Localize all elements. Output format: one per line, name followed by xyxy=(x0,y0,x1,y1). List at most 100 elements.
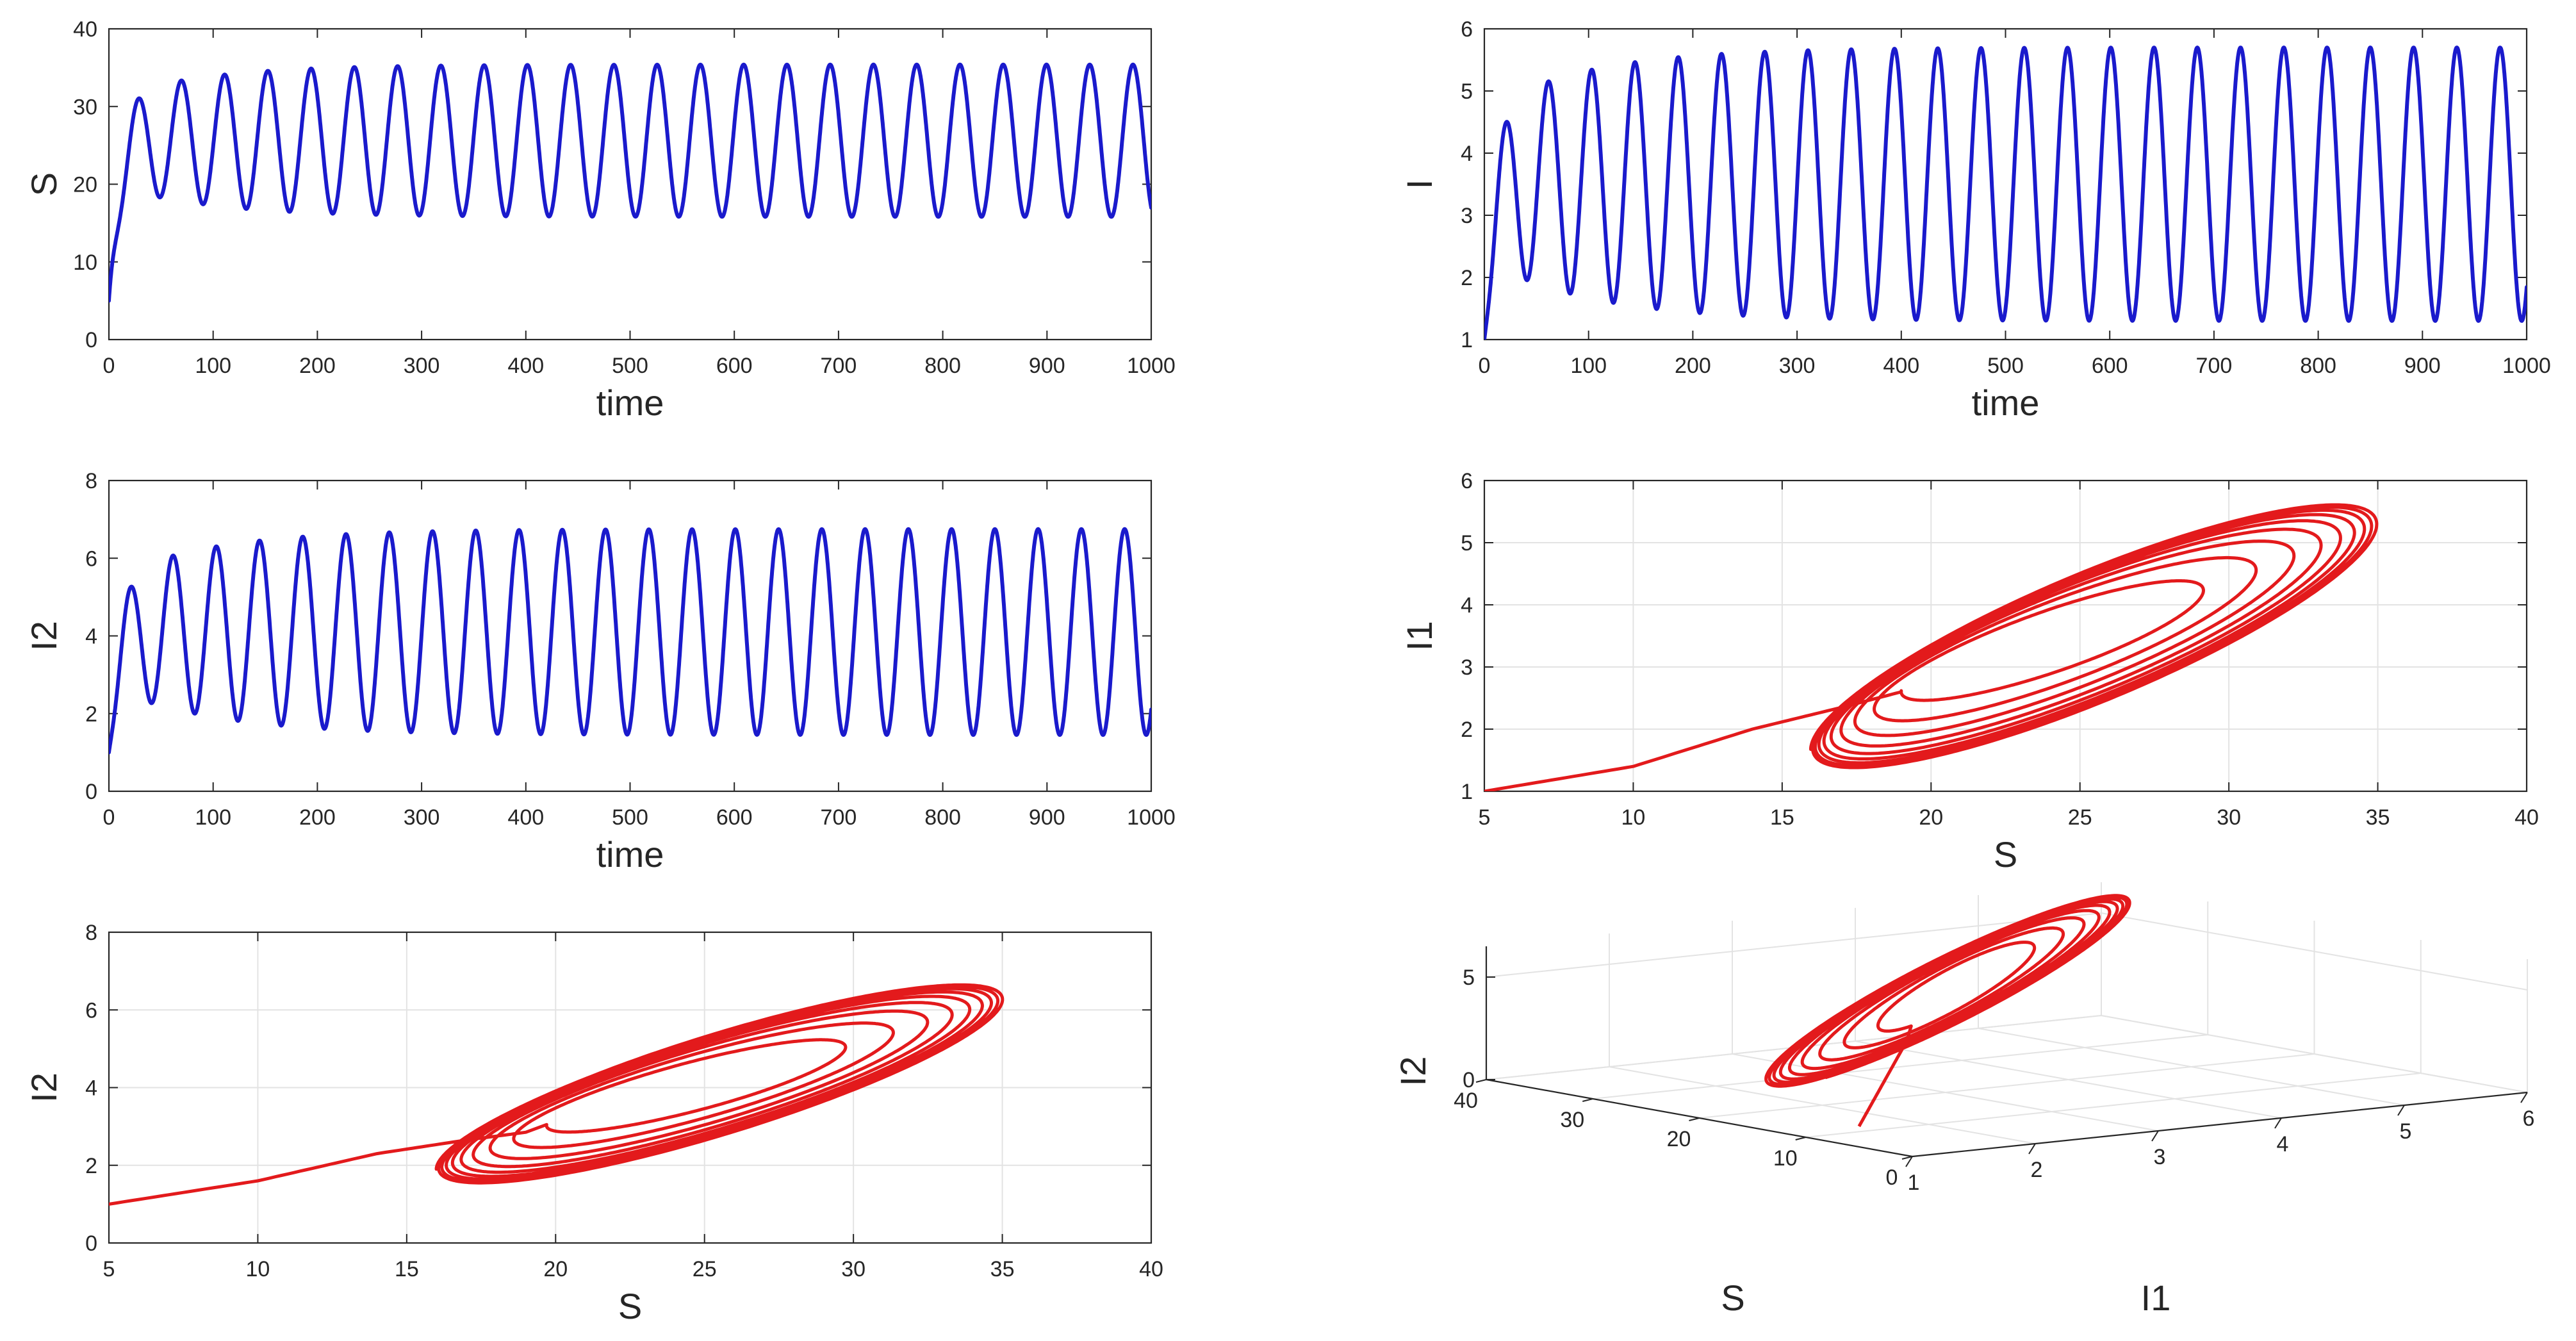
y-axis-label: S xyxy=(24,172,64,196)
s-axis-label: S xyxy=(1721,1278,1744,1318)
series-group xyxy=(109,62,1151,303)
s-tick-mark xyxy=(1582,1098,1593,1102)
backwall-grid-z xyxy=(1486,912,2102,978)
x-tick-label: 600 xyxy=(716,354,753,378)
y-tick-label: 1 xyxy=(1461,328,1473,352)
plot-area xyxy=(109,481,1151,791)
x-tick-label: 700 xyxy=(2196,354,2233,378)
i1-tick-label: 4 xyxy=(2277,1132,2289,1156)
x-tick-label: 700 xyxy=(821,354,857,378)
s-tick-label: 40 xyxy=(1454,1089,1478,1113)
x-tick-label: 0 xyxy=(103,354,115,378)
x-axis-label: time xyxy=(596,383,664,423)
y-tick-label: 0 xyxy=(85,328,97,352)
x-axis-label: S xyxy=(618,1286,642,1326)
x-tick-label: 20 xyxy=(1919,805,1943,830)
y-tick-label: 2 xyxy=(85,1154,97,1178)
x-axis-label: S xyxy=(1994,834,2017,875)
y-tick-label: 3 xyxy=(1461,204,1473,228)
x-tick-label: 35 xyxy=(2366,805,2390,830)
i1-tick-label: 1 xyxy=(1908,1171,1920,1195)
y-tick-label: 1 xyxy=(1461,780,1473,804)
y-tick-label: 4 xyxy=(1461,593,1473,618)
series-line xyxy=(109,62,1151,303)
i1-axis-line xyxy=(1912,1091,2528,1158)
x-tick-label: 300 xyxy=(404,354,440,378)
floor-grid-s xyxy=(1699,1053,2315,1119)
x-tick-label: 500 xyxy=(1987,354,2024,378)
i1-tick-mark xyxy=(2274,1117,2282,1129)
s-tick-label: 20 xyxy=(1667,1127,1691,1151)
y-axis-label: I2 xyxy=(24,621,64,651)
phase-trajectory-3d xyxy=(1764,894,2131,1128)
y-tick-label: 40 xyxy=(73,17,97,42)
y-tick-label: 5 xyxy=(1461,531,1473,555)
x-tick-label: 10 xyxy=(246,1257,270,1281)
s-tick-mark xyxy=(1901,1156,1913,1160)
series-line xyxy=(109,527,1151,755)
x-tick-label: 25 xyxy=(2068,805,2092,830)
x-tick-label: 400 xyxy=(1883,354,1919,378)
x-tick-label: 200 xyxy=(1675,354,1711,378)
x-tick-label: 0 xyxy=(103,805,115,830)
x-tick-label: 500 xyxy=(612,354,648,378)
x-tick-label: 35 xyxy=(990,1257,1015,1281)
x-tick-label: 300 xyxy=(404,805,440,830)
phase-trajectory xyxy=(109,983,1005,1206)
x-tick-label: 5 xyxy=(1479,805,1491,830)
floor-grid-s xyxy=(1593,1034,2208,1099)
y-tick-label: 4 xyxy=(85,1076,97,1101)
y-tick-label: 30 xyxy=(73,95,97,119)
x-axis-label: time xyxy=(596,834,664,875)
chart-i-vs-time: 0 100 200 300 400 500 600 700 800 900 1000 1 2 3 4 5 6 ti… xyxy=(1399,17,2551,423)
x-axis-label: time xyxy=(1972,383,2040,423)
s-tick-mark xyxy=(1475,1079,1487,1083)
y-axis-label: I2 xyxy=(24,1073,64,1103)
x-tick-label: 600 xyxy=(2092,354,2128,378)
sidewall-grid-z xyxy=(2101,1015,2528,1093)
i1-tick-label: 3 xyxy=(2154,1145,2166,1169)
x-tick-label: 900 xyxy=(2404,354,2441,378)
x-tick-label: 25 xyxy=(693,1257,717,1281)
s-tick-label: 30 xyxy=(1560,1108,1584,1132)
y-tick-label: 8 xyxy=(85,921,97,945)
x-tick-label: 1000 xyxy=(2502,354,2551,378)
y-tick-label: 6 xyxy=(85,547,97,571)
x-tick-label: 30 xyxy=(2217,805,2241,830)
i1-tick-mark xyxy=(2520,1092,2528,1103)
x-tick-label: 1000 xyxy=(1127,805,1176,830)
y-tick-label: 10 xyxy=(73,251,97,275)
x-tick-label: 900 xyxy=(1029,805,1065,830)
i1-tick-mark xyxy=(2028,1143,2036,1155)
floor-grid-s xyxy=(1805,1073,2421,1138)
i1-tick-label: 2 xyxy=(2031,1158,2043,1182)
x-tick-label: 15 xyxy=(395,1257,419,1281)
x-tick-label: 100 xyxy=(195,805,231,830)
i1-tick-mark xyxy=(2151,1130,2159,1142)
i2-tick-label: 0 xyxy=(1463,1068,1475,1092)
i2-axis-label: I2 xyxy=(1393,1057,1433,1087)
i1-tick-mark xyxy=(1905,1156,1913,1167)
y-axis-label: I1 xyxy=(1399,621,1440,651)
chart-i2-vs-time: 0 100 200 300 400 500 600 700 800 900 1000 0 2 4 6 8 tim… xyxy=(24,469,1176,875)
y-tick-label: 4 xyxy=(1461,142,1473,166)
y-tick-label: 6 xyxy=(1461,17,1473,42)
s-tick-mark xyxy=(1795,1137,1806,1140)
y-tick-label: 2 xyxy=(85,702,97,727)
x-tick-label: 40 xyxy=(1139,1257,1163,1281)
y-tick-label: 0 xyxy=(85,1231,97,1256)
y-tick-label: 20 xyxy=(73,173,97,197)
y-tick-label: 0 xyxy=(85,780,97,804)
x-tick-label: 100 xyxy=(1570,354,1607,378)
x-tick-label: 900 xyxy=(1029,354,1065,378)
y-tick-label: 6 xyxy=(1461,469,1473,493)
y-tick-label: 2 xyxy=(1461,266,1473,290)
axes-box xyxy=(1483,479,2528,793)
y-tick-label: 6 xyxy=(85,998,97,1023)
x-tick-label: 400 xyxy=(507,805,544,830)
sidewall-grid-z xyxy=(2101,912,2528,991)
i1-tick-label: 6 xyxy=(2523,1107,2535,1131)
x-tick-label: 20 xyxy=(543,1257,568,1281)
x-tick-label: 5 xyxy=(103,1257,115,1281)
